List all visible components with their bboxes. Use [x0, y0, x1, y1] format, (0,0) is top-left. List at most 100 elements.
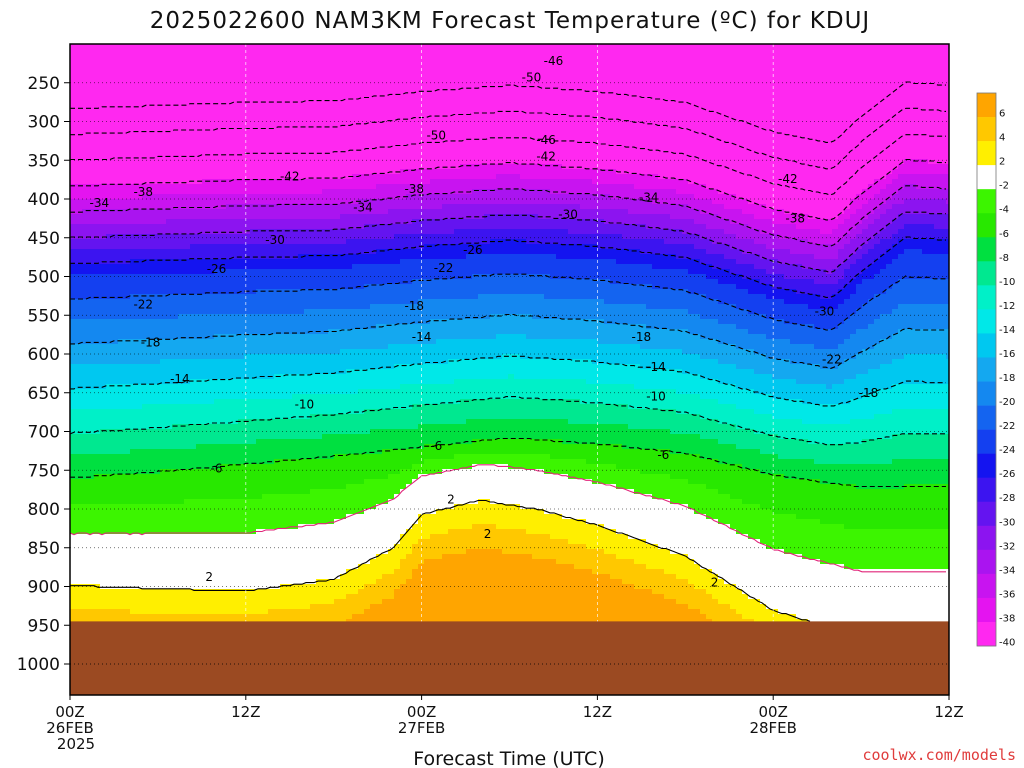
temperature-cell	[232, 354, 239, 360]
temperature-cell	[178, 574, 185, 580]
temperature-cell	[214, 284, 221, 290]
temperature-cell	[250, 379, 257, 385]
temperature-cell	[178, 244, 185, 250]
temperature-cell	[130, 554, 137, 560]
temperature-cell	[226, 264, 233, 270]
temperature-cell	[292, 484, 299, 490]
temperature-cell	[250, 244, 257, 250]
temperature-cell	[166, 484, 173, 490]
temperature-cell	[196, 449, 203, 455]
temperature-cell	[208, 554, 215, 560]
temperature-cell	[70, 364, 77, 370]
temperature-cell	[268, 164, 275, 170]
temperature-cell	[166, 319, 173, 325]
temperature-cell	[100, 524, 107, 530]
temperature-cell	[292, 109, 299, 115]
temperature-cell	[106, 399, 113, 405]
temperature-cell	[160, 179, 167, 185]
temperature-cell	[100, 374, 107, 380]
temperature-cell	[268, 274, 275, 280]
temperature-cell	[196, 59, 203, 65]
temperature-cell	[226, 364, 233, 370]
temperature-cell	[94, 279, 101, 285]
temperature-cell	[184, 269, 191, 275]
temperature-cell	[220, 109, 227, 115]
temperature-cell	[106, 79, 113, 85]
temperature-cell	[130, 409, 137, 415]
temperature-cell	[220, 324, 227, 330]
temperature-cell	[88, 549, 95, 555]
temperature-cell	[94, 514, 101, 520]
temperature-cell	[82, 129, 89, 135]
temperature-cell	[190, 144, 197, 150]
temperature-cell	[160, 449, 167, 455]
temperature-cell	[232, 44, 239, 50]
temperature-cell	[268, 609, 275, 615]
temperature-cell	[124, 199, 131, 205]
temperature-cell	[268, 199, 275, 205]
temperature-cell	[232, 74, 239, 80]
temperature-cell	[268, 279, 275, 285]
temperature-cell	[130, 239, 137, 245]
temperature-cell	[118, 444, 125, 450]
temperature-cell	[142, 399, 149, 405]
temperature-cell	[76, 569, 83, 575]
temperature-cell	[118, 464, 125, 470]
temperature-cell	[106, 479, 113, 485]
temperature-cell	[292, 44, 299, 50]
temperature-cell	[274, 49, 281, 55]
temperature-cell	[142, 99, 149, 105]
temperature-cell	[226, 319, 233, 325]
temperature-cell	[208, 394, 215, 400]
temperature-cell	[268, 564, 275, 570]
temperature-cell	[292, 314, 299, 320]
temperature-cell	[70, 374, 77, 380]
temperature-cell	[172, 164, 179, 170]
temperature-cell	[112, 69, 119, 75]
temperature-cell	[184, 494, 191, 500]
temperature-cell	[172, 574, 179, 580]
temperature-cell	[268, 594, 275, 600]
temperature-cell	[226, 174, 233, 180]
temperature-cell	[166, 159, 173, 165]
temperature-cell	[292, 449, 299, 455]
temperature-cell	[124, 599, 131, 605]
temperature-cell	[196, 584, 203, 590]
temperature-cell	[214, 384, 221, 390]
temperature-cell	[220, 389, 227, 395]
temperature-cell	[166, 239, 173, 245]
temperature-cell	[292, 279, 299, 285]
temperature-cell	[274, 84, 281, 90]
temperature-cell	[142, 154, 149, 160]
temperature-cell	[118, 174, 125, 180]
temperature-cell	[202, 214, 209, 220]
temperature-cell	[280, 609, 287, 615]
temperature-cell	[70, 69, 77, 75]
temperature-cell	[124, 99, 131, 105]
temperature-cell	[106, 384, 113, 390]
temperature-cell	[262, 134, 269, 140]
temperature-cell	[142, 234, 149, 240]
temperature-cell	[292, 489, 299, 495]
temperature-cell	[112, 434, 119, 440]
temperature-cell	[262, 74, 269, 80]
temperature-cell	[136, 604, 143, 610]
temperature-cell	[274, 224, 281, 230]
temperature-cell	[148, 164, 155, 170]
temperature-cell	[76, 149, 83, 155]
temperature-cell	[148, 124, 155, 130]
temperature-cell	[250, 64, 257, 70]
temperature-cell	[268, 494, 275, 500]
temperature-cell	[268, 574, 275, 580]
temperature-cell	[76, 499, 83, 505]
temperature-cell	[154, 269, 161, 275]
temperature-cell	[118, 604, 125, 610]
temperature-cell	[112, 464, 119, 470]
temperature-cell	[196, 549, 203, 555]
temperature-cell	[94, 459, 101, 465]
temperature-cell	[232, 524, 239, 530]
temperature-cell	[196, 374, 203, 380]
temperature-cell	[274, 304, 281, 310]
temperature-cell	[100, 449, 107, 455]
temperature-cell	[226, 304, 233, 310]
